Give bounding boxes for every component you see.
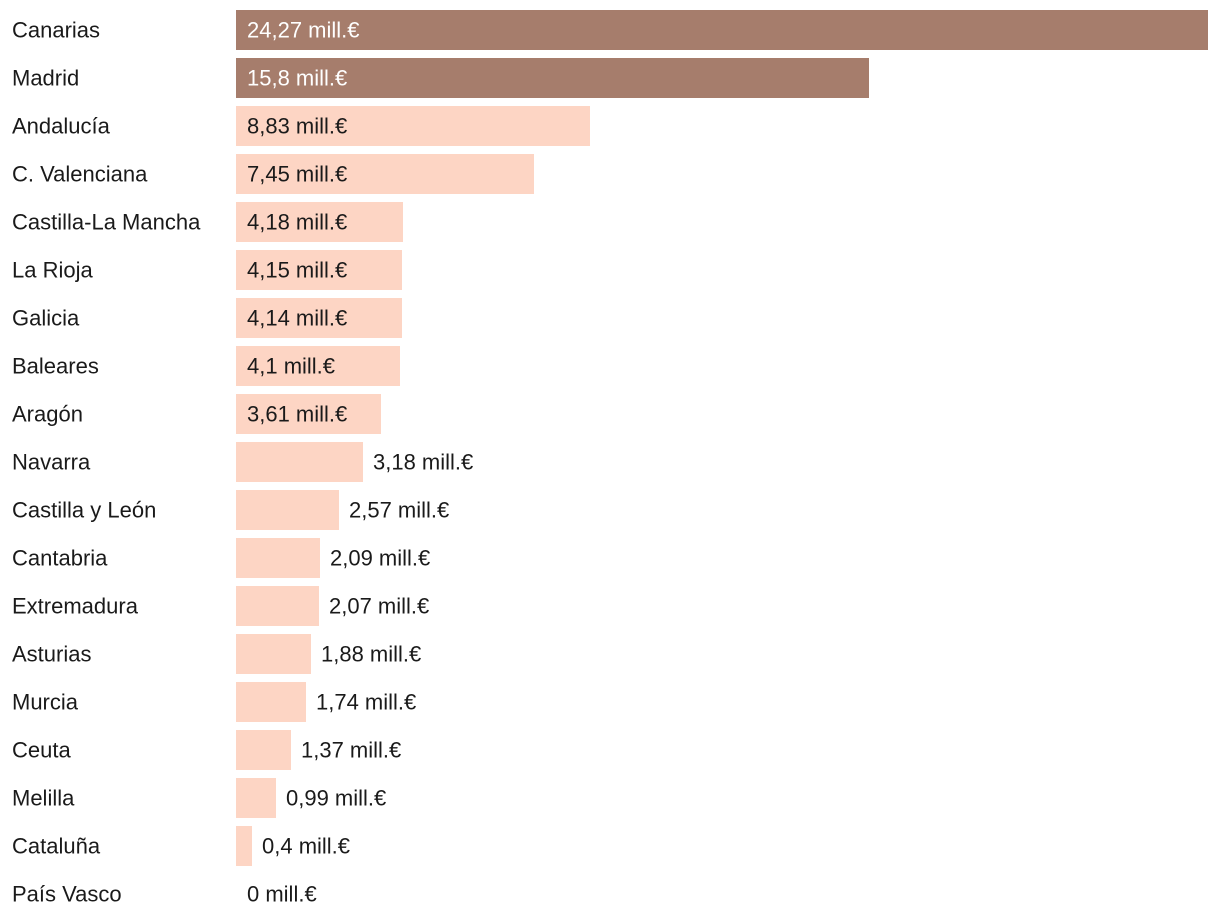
value-label: 8,83 mill.€ — [247, 114, 347, 139]
category-label: Baleares — [12, 354, 99, 379]
category-label: Madrid — [12, 66, 79, 91]
bar — [236, 586, 319, 626]
value-label: 2,07 mill.€ — [329, 594, 429, 619]
bar — [236, 10, 1208, 50]
value-label: 4,15 mill.€ — [247, 258, 347, 283]
bar — [236, 634, 311, 674]
category-label: C. Valenciana — [12, 162, 148, 187]
bar — [236, 346, 400, 386]
value-label: 4,14 mill.€ — [247, 306, 347, 331]
value-label: 2,09 mill.€ — [330, 546, 430, 571]
value-label: 1,88 mill.€ — [321, 642, 421, 667]
category-label: Cataluña — [12, 834, 101, 859]
category-label: Melilla — [12, 786, 75, 811]
bar — [236, 394, 381, 434]
value-label: 3,61 mill.€ — [247, 402, 347, 427]
value-label: 1,37 mill.€ — [301, 738, 401, 763]
bar — [236, 106, 590, 146]
bar — [236, 298, 402, 338]
value-label: 24,27 mill.€ — [247, 18, 360, 43]
value-label: 2,57 mill.€ — [349, 498, 449, 523]
value-label: 1,74 mill.€ — [316, 690, 416, 715]
category-label: Aragón — [12, 402, 83, 427]
category-label: País Vasco — [12, 882, 122, 907]
value-label: 15,8 mill.€ — [247, 66, 347, 91]
value-label: 7,45 mill.€ — [247, 162, 347, 187]
category-label: La Rioja — [12, 258, 93, 283]
category-label: Canarias — [12, 18, 100, 43]
category-label: Murcia — [12, 690, 79, 715]
category-label: Andalucía — [12, 114, 111, 139]
bar — [236, 778, 276, 818]
bar — [236, 538, 320, 578]
bar — [236, 202, 403, 242]
category-label: Asturias — [12, 642, 91, 667]
category-label: Castilla-La Mancha — [12, 210, 201, 235]
bar — [236, 58, 869, 98]
bar — [236, 826, 252, 866]
bar — [236, 442, 363, 482]
bar — [236, 490, 339, 530]
value-label: 0,99 mill.€ — [286, 786, 386, 811]
value-label: 0,4 mill.€ — [262, 834, 350, 859]
bar — [236, 250, 402, 290]
value-label: 0 mill.€ — [247, 882, 317, 907]
value-label: 4,1 mill.€ — [247, 354, 335, 379]
category-label: Extremadura — [12, 594, 139, 619]
bar — [236, 154, 534, 194]
category-label: Ceuta — [12, 738, 71, 763]
value-label: 3,18 mill.€ — [373, 450, 473, 475]
bar — [236, 682, 306, 722]
category-label: Navarra — [12, 450, 91, 475]
value-label: 4,18 mill.€ — [247, 210, 347, 235]
category-label: Cantabria — [12, 546, 108, 571]
category-label: Galicia — [12, 306, 80, 331]
category-label: Castilla y León — [12, 498, 156, 523]
bar — [236, 730, 291, 770]
